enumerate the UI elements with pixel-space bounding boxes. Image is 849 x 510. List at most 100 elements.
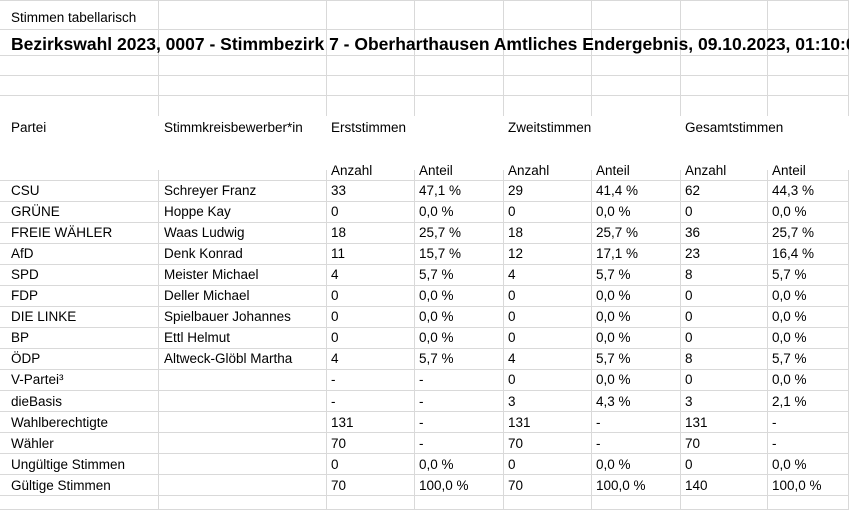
cell-erst-anteil[interactable]: -: [419, 414, 424, 430]
cell-gesamt-anzahl[interactable]: 0: [685, 330, 693, 346]
cell-gesamt-anteil[interactable]: 5,7 %: [772, 267, 807, 283]
cell-gesamt-anteil[interactable]: 0,0 %: [772, 456, 807, 472]
cell-erst-anteil[interactable]: 0,0 %: [419, 330, 454, 346]
cell-partei[interactable]: dieBasis: [11, 393, 63, 409]
cell-erst-anteil[interactable]: 0,0 %: [419, 204, 454, 220]
cell-kandidat[interactable]: Altweck-Glöbl Martha: [164, 351, 293, 367]
cell-erst-anzahl[interactable]: 11: [331, 246, 346, 262]
cell-gesamt-anzahl[interactable]: 140: [685, 477, 708, 493]
header-kandidat[interactable]: Stimmkreisbewerber*in: [164, 120, 303, 135]
cell-partei[interactable]: FDP: [11, 288, 38, 304]
cell-erst-anzahl[interactable]: 70: [331, 477, 347, 493]
cell-zweit-anteil[interactable]: 41,4 %: [596, 183, 639, 198]
cell-gesamt-anteil[interactable]: -: [772, 435, 777, 451]
cell-gesamt-anteil[interactable]: 5,7 %: [772, 351, 807, 367]
cell-erst-anzahl[interactable]: 0: [331, 456, 339, 472]
cell-erst-anteil[interactable]: -: [419, 393, 424, 409]
cell-kandidat[interactable]: Spielbauer Johannes: [164, 309, 291, 325]
cell-gesamt-anzahl[interactable]: 131: [685, 414, 708, 430]
cell-partei[interactable]: DIE LINKE: [11, 309, 77, 325]
cell-erst-anteil[interactable]: 0,0 %: [419, 288, 454, 304]
sheet-caption[interactable]: Stimmen tabellarisch: [11, 10, 137, 25]
cell-partei[interactable]: FREIE WÄHLER: [11, 225, 113, 241]
cell-partei[interactable]: BP: [11, 330, 30, 346]
cell-zweit-anteil[interactable]: -: [596, 414, 601, 430]
cell-zweit-anzahl[interactable]: 4: [508, 267, 516, 283]
cell-partei[interactable]: ÖDP: [11, 351, 41, 367]
cell-erst-anteil[interactable]: 15,7 %: [419, 246, 462, 262]
cell-gesamt-anteil[interactable]: 44,3 %: [772, 183, 815, 198]
cell-gesamt-anteil[interactable]: 100,0 %: [772, 477, 822, 493]
header-gesamtstimmen[interactable]: Gesamtstimmen: [685, 120, 784, 135]
cell-erst-anzahl[interactable]: 0: [331, 309, 339, 325]
cell-erst-anzahl[interactable]: -: [331, 393, 336, 409]
cell-zweit-anzahl[interactable]: 0: [508, 204, 516, 220]
cell-zweit-anteil[interactable]: 5,7 %: [596, 267, 631, 283]
cell-zweit-anteil[interactable]: 17,1 %: [596, 246, 639, 262]
cell-zweit-anteil[interactable]: 100,0 %: [596, 477, 646, 493]
cell-erst-anteil[interactable]: 100,0 %: [419, 477, 469, 493]
cell-zweit-anzahl[interactable]: 29: [508, 183, 524, 198]
cell-zweit-anzahl[interactable]: 4: [508, 351, 516, 367]
cell-gesamt-anteil[interactable]: 2,1 %: [772, 393, 807, 409]
cell-zweit-anteil[interactable]: 0,0 %: [596, 330, 631, 346]
cell-gesamt-anteil[interactable]: 16,4 %: [772, 246, 815, 262]
cell-zweit-anteil[interactable]: 4,3 %: [596, 393, 631, 409]
cell-erst-anzahl[interactable]: 4: [331, 267, 339, 283]
header-zweit-anteil[interactable]: Anteil: [596, 163, 630, 178]
header-erststimmen[interactable]: Erststimmen: [331, 120, 407, 135]
cell-erst-anteil[interactable]: 47,1 %: [419, 183, 462, 198]
cell-erst-anteil[interactable]: 0,0 %: [419, 456, 454, 472]
cell-erst-anzahl[interactable]: 0: [331, 288, 339, 304]
cell-zweit-anzahl[interactable]: 12: [508, 246, 524, 262]
cell-erst-anteil[interactable]: 5,7 %: [419, 351, 454, 367]
cell-gesamt-anzahl[interactable]: 8: [685, 351, 693, 367]
cell-zweit-anzahl[interactable]: 18: [508, 225, 524, 241]
cell-erst-anzahl[interactable]: 33: [331, 183, 347, 198]
cell-partei[interactable]: CSU: [11, 183, 40, 198]
cell-kandidat[interactable]: Ettl Helmut: [164, 330, 231, 346]
cell-gesamt-anteil[interactable]: 0,0 %: [772, 330, 807, 346]
header-zweit-anzahl[interactable]: Anzahl: [508, 163, 550, 178]
cell-kandidat[interactable]: Deller Michael: [164, 288, 250, 304]
cell-zweit-anteil[interactable]: 0,0 %: [596, 288, 631, 304]
cell-gesamt-anzahl[interactable]: 70: [685, 435, 701, 451]
header-erst-anzahl[interactable]: Anzahl: [331, 163, 373, 178]
cell-zweit-anteil[interactable]: 0,0 %: [596, 372, 631, 388]
header-gesamt-anzahl[interactable]: Anzahl: [685, 163, 727, 178]
header-zweitstimmen[interactable]: Zweitstimmen: [508, 120, 592, 135]
cell-gesamt-anteil[interactable]: -: [772, 414, 777, 430]
cell-partei[interactable]: Wahlberechtigte: [11, 414, 109, 430]
cell-zweit-anzahl[interactable]: 70: [508, 435, 524, 451]
cell-partei[interactable]: V-Partei³: [11, 372, 64, 388]
cell-erst-anzahl[interactable]: 4: [331, 351, 339, 367]
cell-zweit-anzahl[interactable]: 3: [508, 393, 516, 409]
cell-gesamt-anzahl[interactable]: 0: [685, 204, 693, 220]
cell-gesamt-anzahl[interactable]: 23: [685, 246, 701, 262]
cell-partei[interactable]: Wähler: [11, 435, 54, 451]
cell-partei[interactable]: Gültige Stimmen: [11, 477, 111, 493]
cell-zweit-anzahl[interactable]: 0: [508, 372, 516, 388]
cell-kandidat[interactable]: Meister Michael: [164, 267, 259, 283]
cell-erst-anteil[interactable]: 25,7 %: [419, 225, 462, 241]
header-gesamt-anteil[interactable]: Anteil: [772, 163, 806, 178]
cell-zweit-anteil[interactable]: 0,0 %: [596, 309, 631, 325]
cell-zweit-anteil[interactable]: -: [596, 435, 601, 451]
cell-gesamt-anteil[interactable]: 25,7 %: [772, 225, 815, 241]
cell-zweit-anteil[interactable]: 0,0 %: [596, 204, 631, 220]
cell-erst-anteil[interactable]: -: [419, 435, 424, 451]
cell-gesamt-anzahl[interactable]: 0: [685, 309, 693, 325]
cell-zweit-anzahl[interactable]: 131: [508, 414, 531, 430]
header-erst-anteil[interactable]: Anteil: [419, 163, 453, 178]
cell-gesamt-anteil[interactable]: 0,0 %: [772, 204, 807, 220]
cell-partei[interactable]: SPD: [11, 267, 39, 283]
cell-kandidat[interactable]: Hoppe Kay: [164, 204, 231, 220]
cell-kandidat[interactable]: Waas Ludwig: [164, 225, 245, 241]
cell-erst-anzahl[interactable]: 18: [331, 225, 347, 241]
cell-zweit-anzahl[interactable]: 0: [508, 309, 516, 325]
cell-kandidat[interactable]: Denk Konrad: [164, 246, 243, 262]
sheet-title[interactable]: Bezirkswahl 2023, 0007 - Stimmbezirk 7 -…: [11, 34, 849, 54]
cell-partei[interactable]: AfD: [11, 246, 34, 262]
cell-gesamt-anzahl[interactable]: 62: [685, 183, 701, 198]
cell-erst-anteil[interactable]: 0,0 %: [419, 309, 454, 325]
